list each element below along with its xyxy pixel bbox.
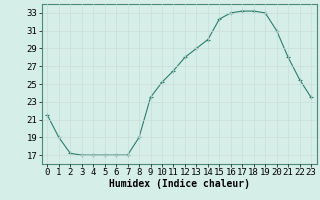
X-axis label: Humidex (Indice chaleur): Humidex (Indice chaleur) [109, 179, 250, 189]
